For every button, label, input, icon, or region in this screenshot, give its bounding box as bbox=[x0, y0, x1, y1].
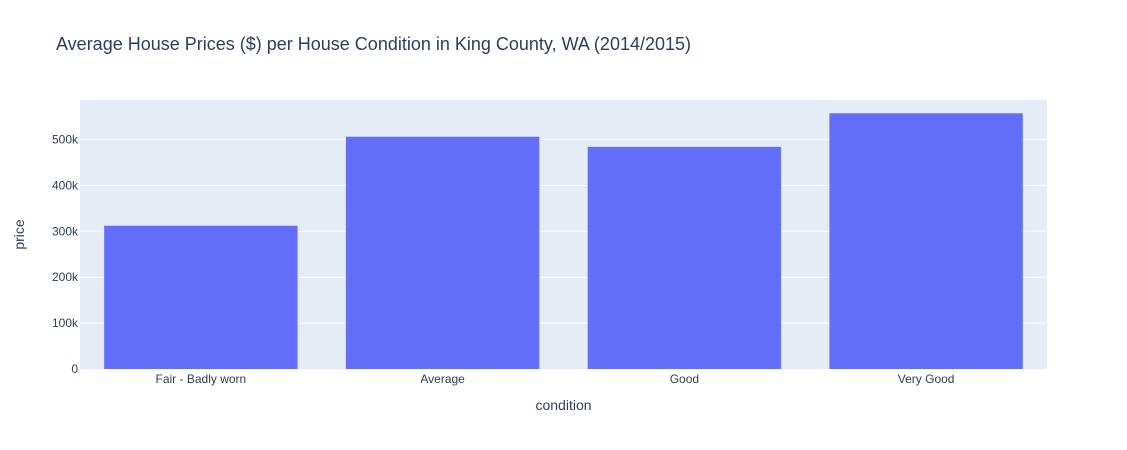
bars bbox=[104, 113, 1023, 369]
chart-title: Average House Prices ($) per House Condi… bbox=[56, 34, 691, 54]
x-tick-label: Average bbox=[420, 372, 465, 386]
x-tick-label: Good bbox=[670, 372, 699, 386]
x-axis-ticks: Fair - Badly worn Average Good Very Good bbox=[156, 372, 955, 386]
x-tick-label: Fair - Badly worn bbox=[156, 372, 247, 386]
y-tick-label: 500k bbox=[52, 132, 79, 146]
y-tick-label: 0 bbox=[71, 362, 78, 376]
y-tick-label: 100k bbox=[52, 316, 79, 330]
x-tick-label: Very Good bbox=[898, 372, 955, 386]
x-axis-title: condition bbox=[535, 397, 591, 413]
y-tick-label: 200k bbox=[52, 270, 79, 284]
y-axis-title: price bbox=[11, 219, 27, 250]
y-tick-label: 300k bbox=[52, 224, 79, 238]
bar[interactable] bbox=[829, 113, 1023, 369]
bar[interactable] bbox=[587, 146, 782, 369]
bar[interactable] bbox=[345, 136, 540, 369]
bar[interactable] bbox=[104, 225, 298, 369]
y-axis-ticks: 0 100k 200k 300k 400k 500k bbox=[52, 132, 79, 376]
y-tick-label: 400k bbox=[52, 178, 79, 192]
